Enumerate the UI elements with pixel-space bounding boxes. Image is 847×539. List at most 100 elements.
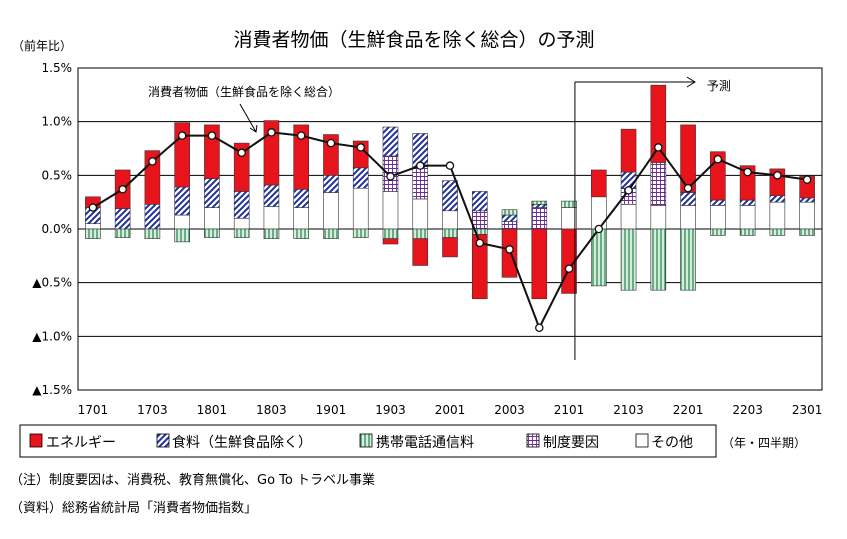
legend-swatch-food [156,433,170,448]
footnote-note: （注）制度要因は、消費税、教育無償化、Go To トラベル事業 [10,472,375,488]
x-axis-unit-label: （年・四半期） [722,436,806,450]
bar-segment [293,207,310,230]
bar-group-1704 [174,122,190,243]
bar-segment [650,228,667,291]
legend-label-other: その他 [651,435,693,451]
legend: エネルギー 食料（生鮮食品除く） 携帯電話通信料 制度要因 その他 [19,424,717,458]
bar-segment [799,201,815,230]
bar-segment [561,207,577,230]
x-tick-label: 2301 [792,403,823,417]
bar-segment [471,210,488,230]
bar-segment [680,124,696,193]
bar-segment [174,214,190,230]
bar-group-1901 [323,134,339,239]
bar-group-2003 [501,209,518,278]
y-tick-label: 1.0% [42,115,73,129]
y-tick-label: 1.5% [42,61,73,75]
bar-group-2103 [620,128,637,291]
forecast-marker: 予測 [574,76,731,360]
x-tick-label: 2201 [673,403,704,417]
bar-segment [531,200,548,205]
bar-segment [233,191,250,219]
bar-segment [739,228,756,236]
bar-segment [114,228,131,238]
bar-segment [85,228,101,239]
bar-segment [531,207,548,230]
cpi-line-point [475,238,485,248]
plot-frame [77,67,823,391]
bar-segment [144,204,161,230]
cpi-line-point [296,131,306,140]
cpi-line-point [356,143,365,152]
cpi-line-point [118,185,127,194]
bar-group-2002 [471,191,488,300]
cpi-line-point [445,161,455,170]
bar-segment [352,167,369,189]
cpi-line-point [326,138,336,148]
forecast-label: 予測 [707,79,731,93]
bar-segment [412,228,429,239]
bar-segment [233,228,250,238]
bar-segment [293,124,310,190]
bar-segment [293,228,310,239]
bar-segment [620,228,637,291]
bar-segment [204,178,220,208]
cpi-line-point [535,323,544,332]
bar-group-2004 [531,200,548,300]
bar-segment [471,191,488,212]
bar-segment [352,228,369,238]
y-tick-label: ▲0.5% [32,276,72,290]
bar-segment [501,214,518,222]
cpi-line-point [594,224,604,234]
bar-segment [204,207,220,230]
bar-group-1902 [352,140,369,238]
bar-segment [382,228,399,239]
x-tick-label: 1903 [375,403,406,417]
bar-group-1903 [382,126,399,245]
y-axis-unit-label: （前年比） [12,38,72,53]
bar-segment [233,217,250,230]
cpi-line-point [564,264,574,273]
bar-segment [442,210,458,230]
bar-segment [501,221,518,230]
cpi-line-point [654,143,663,152]
bar-group-1801 [204,124,220,238]
cpi-line-point [713,154,723,164]
bar-segment [412,198,429,230]
cpi-line [88,128,812,332]
cpi-line-point [148,157,157,166]
cpi-line-point [624,186,633,195]
chart-title: 消費者物価（生鮮食品を除く総合）の予測 [233,29,594,51]
bar-segment [739,199,756,206]
x-tick-label: 2103 [613,403,644,417]
bar-segment [382,126,399,157]
bars [85,84,815,300]
cpi-line-point [237,148,246,158]
bar-segment [352,187,369,230]
cpi-line-point [683,183,693,193]
bar-segment [710,228,726,236]
legend-label-food: 食料（生鮮食品除く） [172,434,312,451]
x-tick-label: 1703 [137,403,168,417]
bar-segment [442,237,458,258]
legend-swatch-policy [526,433,540,448]
bar-segment [590,169,607,198]
bar-group-2001 [442,180,458,258]
line-annotation-text: 消費者物価（生鮮食品を除く総合） [148,84,340,99]
cpi-line-point [177,131,187,140]
bar-segment [590,196,607,230]
bar-segment [263,228,280,239]
bar-group-2104 [650,84,667,291]
bar-segment [204,228,220,238]
bar-segment [620,204,637,230]
bar-segment [263,184,280,207]
bar-segment [85,223,101,230]
bar-segment [769,201,786,230]
x-tick-label: 1901 [316,403,347,417]
footnote-source: （資料）総務省統計局「消費者物価指数」 [10,500,257,516]
bar-group-2102 [590,169,607,287]
bar-segment [412,166,429,200]
bar-segment [799,228,815,236]
y-tick-label: 0.5% [42,168,73,182]
